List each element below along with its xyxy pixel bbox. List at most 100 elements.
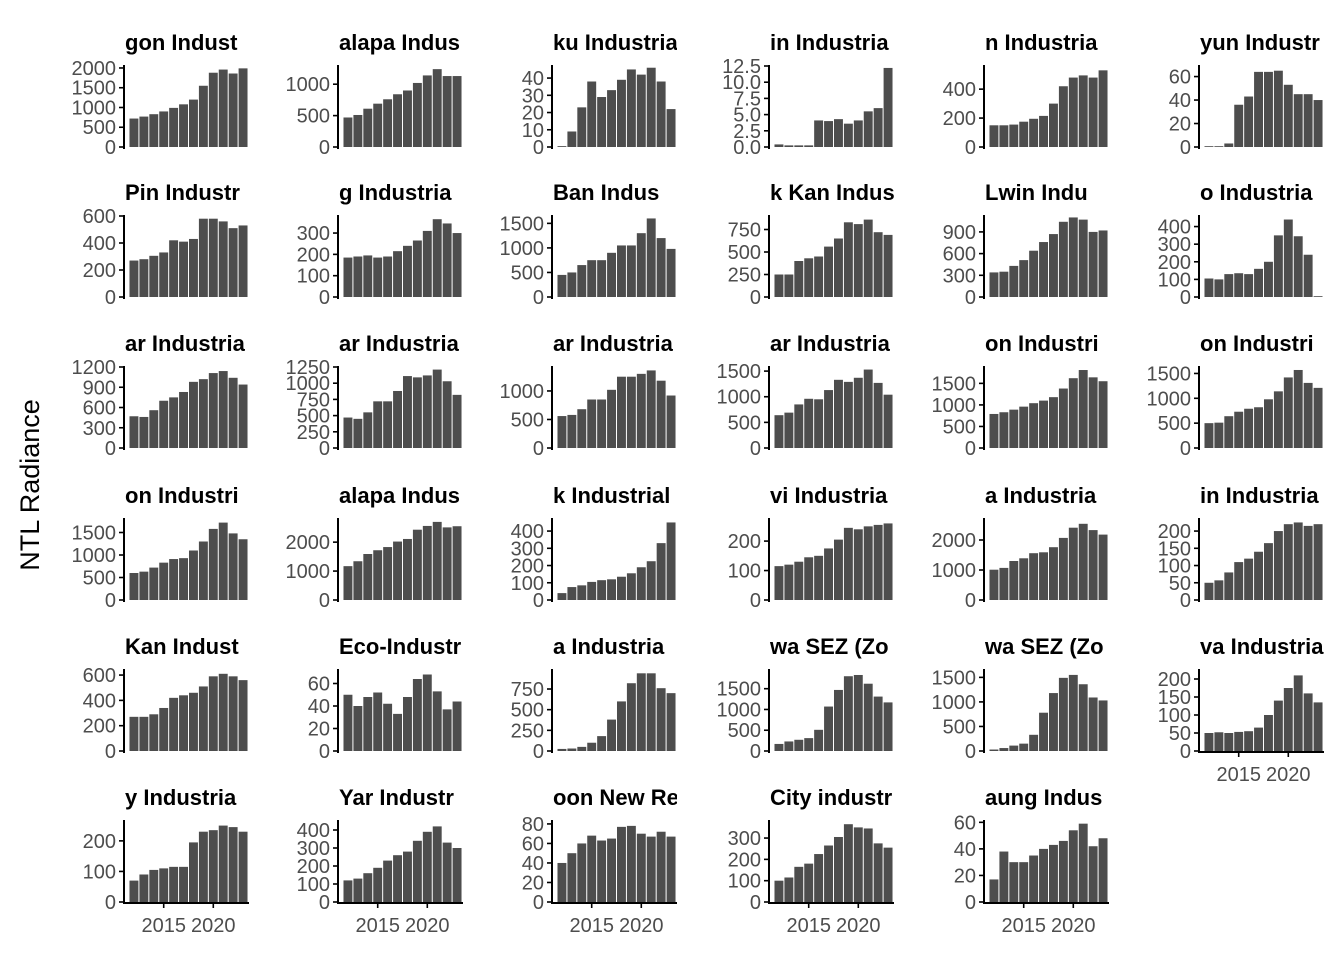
- bar: [169, 107, 179, 147]
- panel-title: oon New Re: [553, 785, 679, 810]
- y-tick-label: 0: [750, 741, 761, 763]
- panel-title: k Industrial: [553, 483, 670, 508]
- y-tick-label: 200: [83, 716, 116, 738]
- bar: [228, 533, 238, 600]
- y-tick-label: 750: [511, 679, 544, 701]
- bar: [452, 76, 462, 147]
- bar: [989, 749, 999, 751]
- y-tick-label: 1500: [72, 78, 117, 100]
- y-tick-label: 200: [83, 831, 116, 853]
- bar: [238, 384, 248, 448]
- bar: [999, 851, 1009, 902]
- bar: [1049, 234, 1058, 297]
- bar: [853, 120, 863, 147]
- bar: [1088, 530, 1098, 600]
- y-tick-label: 200: [297, 856, 330, 878]
- bar: [1234, 273, 1244, 297]
- bar: [873, 696, 883, 751]
- bar: [1019, 121, 1029, 147]
- x-tick-label: 2015: [141, 915, 186, 937]
- y-tick-label: 20: [522, 872, 544, 894]
- y-tick-label: 100: [83, 861, 116, 883]
- y-tick-label: 1500: [932, 373, 977, 395]
- bar: [452, 394, 462, 448]
- bar: [1019, 260, 1029, 297]
- bar: [577, 843, 587, 902]
- bar: [1078, 823, 1088, 902]
- y-tick-label: 1500: [717, 679, 762, 701]
- y-tick-label: 300: [728, 828, 761, 850]
- bar: [403, 851, 412, 902]
- y-tick-label: 0: [533, 741, 544, 763]
- bar: [442, 381, 452, 448]
- bar: [1088, 846, 1098, 902]
- bar: [1098, 70, 1108, 147]
- bar: [208, 72, 218, 147]
- bar: [432, 826, 442, 902]
- bar: [129, 118, 139, 147]
- bar: [412, 679, 422, 751]
- bar: [412, 529, 422, 600]
- panel-title: yun Industr: [1200, 30, 1320, 55]
- x-tick-label: 2020: [405, 915, 450, 937]
- y-tick-label: 100: [511, 573, 544, 595]
- y-tick-label: 400: [83, 233, 116, 255]
- bar: [189, 842, 198, 902]
- bar: [617, 79, 626, 147]
- bar: [1254, 551, 1264, 600]
- bar: [666, 522, 676, 600]
- bar: [179, 391, 189, 448]
- bar: [1039, 115, 1049, 147]
- y-tick-label: 0: [533, 590, 544, 612]
- bar: [149, 255, 159, 297]
- bar: [129, 416, 139, 448]
- y-tick-label: 500: [83, 568, 116, 590]
- bar: [636, 567, 646, 600]
- bar: [607, 719, 617, 751]
- bar: [393, 541, 403, 600]
- y-tick-label: 20: [1169, 114, 1191, 136]
- y-tick-label: 12.5: [722, 56, 761, 78]
- bar: [774, 880, 784, 902]
- y-tick-label: 0: [965, 287, 976, 309]
- bar: [218, 522, 228, 600]
- bar: [129, 880, 139, 902]
- bar: [422, 75, 432, 147]
- bar: [557, 862, 567, 902]
- bar: [228, 676, 238, 751]
- panel-title: g Industria: [339, 180, 452, 205]
- y-tick-label: 100: [1158, 705, 1191, 727]
- bar: [804, 145, 814, 147]
- bar: [1234, 562, 1244, 600]
- bar: [1293, 94, 1303, 147]
- x-tick-label: 2015: [569, 915, 614, 937]
- panel-title: alapa Indus: [339, 30, 460, 55]
- y-tick-label: 0: [1180, 438, 1191, 460]
- bar: [149, 567, 159, 600]
- bar: [794, 866, 804, 902]
- bar: [422, 230, 432, 297]
- bar: [607, 838, 617, 902]
- bar: [139, 416, 149, 448]
- bar: [139, 116, 149, 147]
- bar: [159, 400, 169, 448]
- y-tick-label: 2.5: [733, 121, 761, 143]
- bar: [129, 573, 139, 600]
- y-tick-label: 1000: [500, 381, 545, 403]
- bar: [804, 863, 814, 902]
- bar: [149, 714, 159, 751]
- bar: [422, 375, 432, 448]
- bar: [883, 394, 893, 448]
- bar: [383, 547, 393, 600]
- bar: [353, 418, 363, 448]
- y-tick-label: 300: [297, 223, 330, 245]
- bar: [228, 377, 238, 448]
- y-tick-label: 0: [750, 287, 761, 309]
- y-tick-label: 300: [297, 838, 330, 860]
- bar: [353, 561, 363, 600]
- y-tick-label: 2000: [932, 530, 977, 552]
- bar: [1098, 230, 1108, 297]
- bar: [1204, 423, 1214, 448]
